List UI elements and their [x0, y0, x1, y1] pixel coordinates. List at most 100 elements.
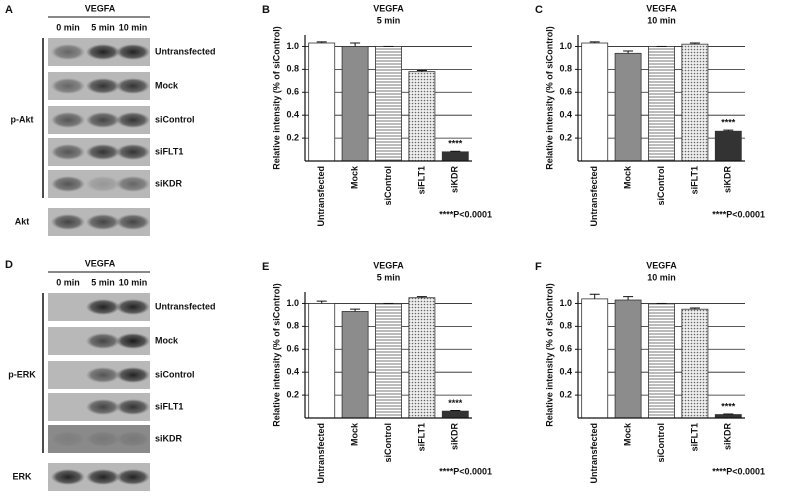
panel-letter: F	[535, 261, 542, 273]
row-label: siFLT1	[155, 401, 183, 411]
chart-subtitle: 10 min	[647, 272, 676, 282]
lane-label: 10 min	[119, 22, 148, 32]
loading-label: Akt	[15, 216, 30, 226]
y-tick-label: 0.2	[559, 132, 572, 142]
y-tick-label: 0.8	[286, 321, 299, 331]
lane-label: 0 min	[56, 277, 80, 287]
blot-band	[116, 78, 150, 94]
error-bar	[350, 42, 361, 47]
y-tick-label: 0.2	[286, 389, 299, 399]
blot-band	[86, 214, 120, 230]
blot-band	[51, 214, 85, 230]
x-tick-label: Mock	[622, 165, 632, 189]
blot-header: VEGFA	[85, 3, 116, 13]
row-label: siKDR	[155, 178, 183, 188]
blot-band	[86, 44, 120, 60]
row-label: Mock	[155, 80, 179, 90]
y-tick-label: 0.6	[559, 344, 572, 354]
blot-band	[51, 469, 85, 485]
y-tick-label: 0.2	[286, 132, 299, 142]
bar	[341, 46, 369, 162]
error-bar	[316, 300, 327, 304]
x-tick-label: siFLT1	[416, 423, 426, 451]
blot-band	[116, 299, 150, 315]
blot-band	[86, 431, 120, 447]
chart-subtitle: 10 min	[647, 15, 676, 25]
significance: ****	[448, 139, 463, 149]
blot-band	[116, 44, 150, 60]
row-label: siControl	[155, 369, 195, 379]
group-label: p-Akt	[11, 114, 34, 124]
panel-letter: E	[262, 261, 269, 273]
blot-band	[86, 469, 120, 485]
chart-title: VEGFA	[373, 260, 404, 270]
lane-label: 5 min	[91, 22, 115, 32]
bar	[681, 43, 709, 162]
x-tick-label: Mock	[349, 422, 359, 446]
blot-band	[86, 333, 120, 349]
y-tick-label: 1.0	[286, 298, 299, 308]
bar	[581, 298, 609, 419]
blot-band	[116, 431, 150, 447]
blot-band	[116, 469, 150, 485]
x-tick-label: Mock	[349, 165, 359, 189]
significance: ****	[721, 401, 736, 411]
x-tick-label: siControl	[383, 166, 393, 206]
row-label: siKDR	[155, 433, 183, 443]
y-tick-label: 0.4	[559, 110, 572, 120]
blot-band	[51, 431, 85, 447]
p-value-note: ****P<0.0001	[712, 209, 765, 219]
chart-subtitle: 5 min	[377, 272, 401, 282]
blot-band	[116, 367, 150, 383]
y-tick-label: 0.8	[559, 64, 572, 74]
y-tick-label: 1.0	[559, 41, 572, 51]
x-tick-label: siFLT1	[689, 423, 699, 451]
bar	[581, 42, 609, 162]
error-bar	[450, 410, 461, 412]
blot-band	[51, 176, 85, 192]
bar	[714, 130, 742, 162]
error-bar	[589, 293, 600, 299]
lane-label: 0 min	[56, 22, 80, 32]
chart-subtitle: 5 min	[377, 15, 401, 25]
error-bar	[416, 70, 427, 72]
x-tick-label: Mock	[622, 422, 632, 446]
group-label: p-ERK	[8, 369, 36, 379]
blot-band	[86, 299, 120, 315]
blot-band	[86, 144, 120, 160]
bar	[614, 299, 642, 419]
x-tick-label: siControl	[383, 423, 393, 463]
chart-title: VEGFA	[373, 3, 404, 13]
panel-letter: B	[262, 4, 270, 16]
y-tick-label: 0.6	[286, 87, 299, 97]
bar	[308, 42, 336, 162]
x-tick-label: Untransfected	[316, 166, 326, 227]
row-label: Mock	[155, 335, 179, 345]
y-tick-label: 0.6	[559, 87, 572, 97]
y-tick-label: 0.8	[559, 321, 572, 331]
y-tick-label: 0.4	[286, 367, 299, 377]
p-value-note: ****P<0.0001	[439, 466, 492, 476]
y-axis-label: Relative intensity (% of siControl)	[271, 283, 281, 427]
blot-band	[86, 78, 120, 94]
blot-band	[86, 176, 120, 192]
x-tick-label: Untransfected	[589, 166, 599, 227]
y-tick-label: 0.4	[286, 110, 299, 120]
bar	[648, 46, 675, 162]
p-value-note: ****P<0.0001	[712, 466, 765, 476]
p-value-note: ****P<0.0001	[439, 209, 492, 219]
blot-band	[86, 367, 120, 383]
x-tick-label: siFLT1	[416, 166, 426, 194]
bar	[441, 151, 469, 162]
x-tick-label: siKDR	[450, 166, 460, 194]
significance: ****	[721, 117, 736, 127]
bar	[408, 297, 436, 419]
y-tick-label: 0.8	[286, 64, 299, 74]
error-bar	[416, 296, 427, 298]
y-axis-label: Relative intensity (% of siControl)	[271, 26, 281, 170]
x-tick-label: siFLT1	[689, 166, 699, 194]
row-label: Untransfected	[155, 46, 216, 56]
y-tick-label: 1.0	[286, 41, 299, 51]
error-bar	[723, 413, 734, 415]
x-tick-label: siControl	[656, 166, 666, 206]
